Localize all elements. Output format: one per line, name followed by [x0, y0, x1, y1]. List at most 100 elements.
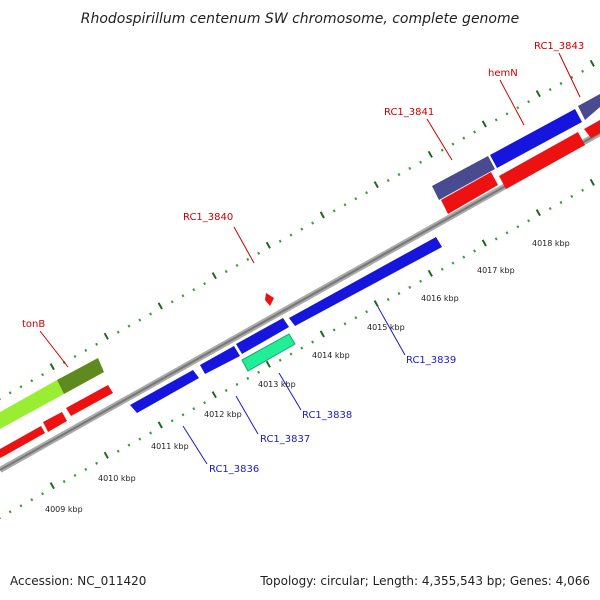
map-title: Rhodospirillum centenum SW chromosome, c…: [81, 11, 520, 27]
minor-tick: [192, 288, 196, 292]
minor-tick: [116, 449, 120, 453]
major-tick: [427, 150, 433, 158]
minor-tick: [41, 492, 45, 496]
major-tick: [103, 332, 109, 340]
minor-tick: [516, 225, 520, 229]
major-tick: [49, 363, 55, 371]
major-tick: [373, 300, 379, 308]
minor-tick: [494, 118, 498, 122]
kbp-label-4014: 4014 kbp: [312, 351, 350, 360]
major-tick: [265, 360, 271, 368]
minor-tick: [494, 237, 498, 241]
minor-tick: [224, 269, 228, 274]
minor-tick: [246, 376, 250, 380]
minor-tick: [127, 324, 131, 328]
minor-tick: [181, 413, 185, 417]
kbp-label-4017: 4017 kbp: [477, 266, 515, 275]
minor-tick: [8, 391, 12, 395]
kbp-label-4015: 4015 kbp: [367, 323, 405, 332]
gene-tonB-olive[interactable]: [57, 358, 104, 394]
minor-tick: [354, 197, 358, 201]
minor-tick: [235, 382, 239, 386]
label-rc1-3836[interactable]: RC1_3836: [209, 464, 259, 475]
cds-red-right-3[interactable]: [584, 120, 600, 138]
major-tick: [427, 269, 433, 277]
minor-tick: [548, 88, 552, 92]
minor-tick: [516, 106, 520, 110]
label-tonB[interactable]: tonB: [22, 319, 45, 330]
kbp-label-4011: 4011 kbp: [151, 442, 189, 451]
kbp-label-4018: 4018 kbp: [532, 239, 570, 248]
minor-tick: [473, 130, 477, 134]
major-tick: [49, 482, 55, 490]
label-rc1-3841[interactable]: RC1_3841: [384, 107, 434, 118]
gene-rc1-3838-arrow[interactable]: [236, 318, 289, 354]
lower-tick-ruler: [0, 178, 595, 519]
minor-tick: [170, 300, 174, 304]
minor-tick: [581, 188, 585, 192]
cds-red-left-3[interactable]: [66, 385, 113, 416]
label-rc1-3839[interactable]: RC1_3839: [406, 355, 456, 366]
kbp-label-4013: 4013 kbp: [258, 380, 296, 389]
minor-tick: [84, 348, 88, 352]
major-tick: [103, 451, 109, 459]
minor-tick: [505, 231, 509, 235]
minor-tick: [300, 227, 304, 231]
cds-red-right-1[interactable]: [441, 172, 498, 214]
gene-aqua-feature[interactable]: [241, 333, 296, 372]
minor-tick: [559, 81, 563, 86]
cds-red-left-1[interactable]: [0, 426, 45, 458]
kbp-label-4016: 4016 kbp: [421, 294, 459, 303]
minor-tick: [170, 419, 174, 423]
chromosome-backbone: [0, 130, 600, 473]
red-marker[interactable]: [265, 293, 274, 306]
label-rc1-3837[interactable]: RC1_3837: [260, 434, 310, 445]
minor-tick: [343, 203, 347, 207]
gene-rc1-3841-bar[interactable]: [432, 156, 495, 200]
gene-rc1-3843-bar[interactable]: [578, 94, 600, 120]
gene-tonB-lime[interactable]: [0, 380, 64, 429]
minor-tick: [138, 437, 142, 441]
minor-tick: [354, 316, 358, 320]
feature-track: [0, 94, 600, 458]
minor-tick: [138, 318, 142, 322]
label-rc1-3838[interactable]: RC1_3838: [302, 410, 352, 421]
upper-tick-ruler: [0, 59, 595, 400]
cds-red-right-2[interactable]: [499, 132, 585, 189]
cds-red-left-2[interactable]: [43, 412, 67, 432]
minor-tick: [311, 340, 315, 344]
label-hemN[interactable]: hemN: [488, 68, 518, 79]
minor-tick: [257, 370, 261, 374]
minor-tick: [527, 219, 531, 223]
label-rc1-3840[interactable]: RC1_3840: [183, 212, 233, 223]
major-tick: [535, 90, 541, 98]
minor-tick: [84, 467, 88, 471]
minor-tick: [149, 312, 153, 316]
gene-rc1-3837-arrow[interactable]: [200, 346, 240, 374]
major-tick: [211, 391, 217, 399]
major-tick: [319, 211, 325, 219]
minor-tick: [419, 279, 423, 283]
major-tick: [589, 59, 595, 67]
minor-tick: [419, 160, 423, 164]
minor-tick: [397, 291, 401, 296]
minor-tick: [73, 473, 77, 477]
minor-tick: [149, 431, 153, 435]
minor-tick: [203, 282, 207, 286]
minor-tick: [570, 194, 574, 198]
gene-rc1-3839-arrow[interactable]: [289, 237, 442, 326]
minor-tick: [505, 112, 509, 116]
kbp-scale-labels: 4009 kbp 4010 kbp 4011 kbp 4012 kbp 4013…: [45, 239, 570, 514]
label-rc1-3843[interactable]: RC1_3843: [534, 41, 584, 52]
gene-rc1-3836-arrow[interactable]: [130, 370, 199, 413]
minor-tick: [462, 136, 466, 140]
minor-tick: [386, 178, 390, 183]
minor-tick: [246, 257, 250, 261]
minor-tick: [95, 342, 99, 346]
gene-hemN-bar[interactable]: [490, 109, 582, 168]
major-tick: [589, 178, 595, 186]
minor-tick: [332, 328, 336, 332]
minor-tick: [224, 388, 228, 393]
